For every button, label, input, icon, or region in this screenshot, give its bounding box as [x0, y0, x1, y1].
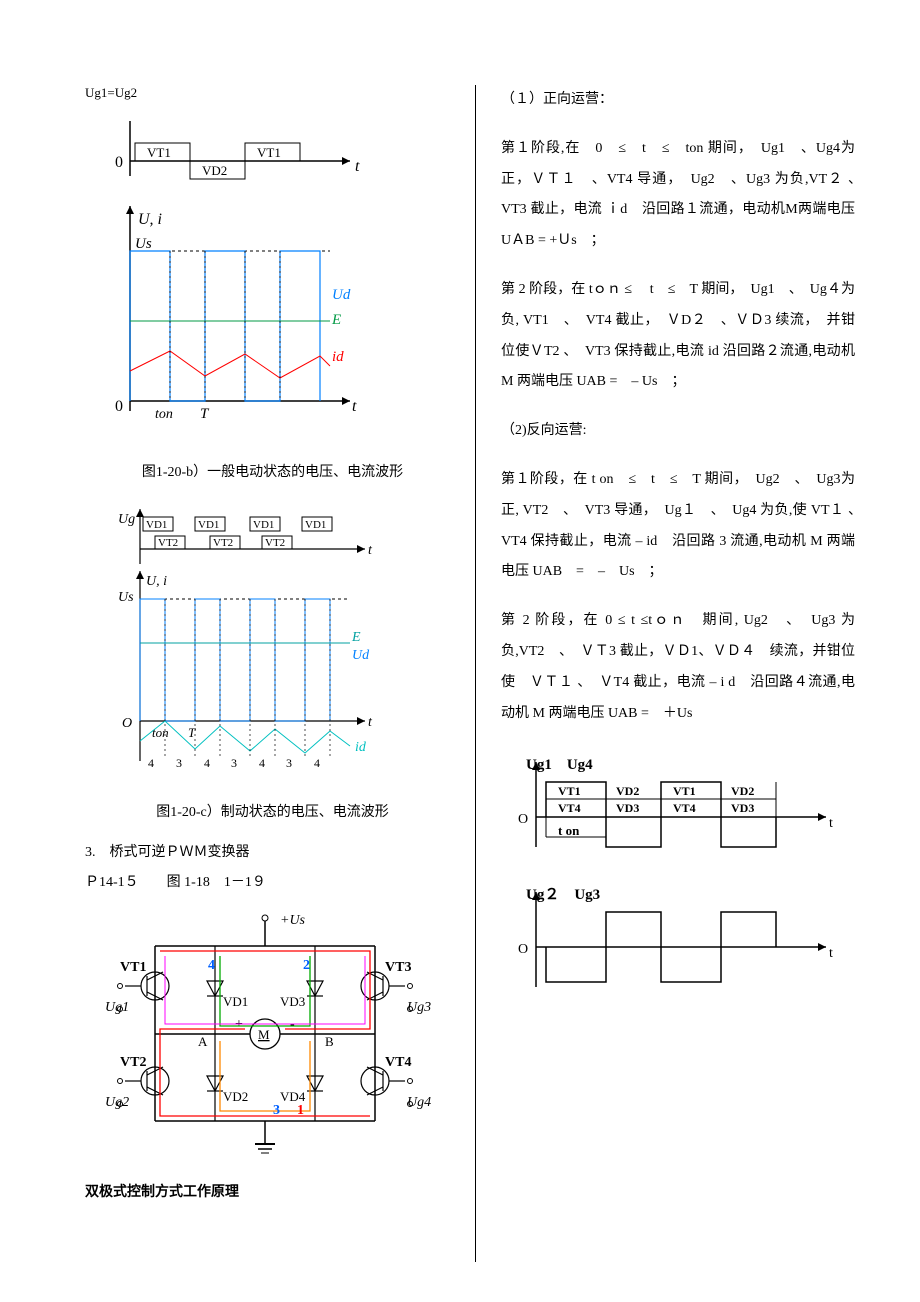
e-label: E	[331, 312, 341, 328]
svg-text:1: 1	[297, 1103, 304, 1118]
svg-text:M: M	[258, 1027, 270, 1042]
svg-text:3: 3	[231, 756, 237, 770]
box-vt1b: VT1	[257, 145, 281, 160]
svg-text:4: 4	[148, 756, 154, 770]
svg-text:t: t	[368, 715, 373, 730]
svg-text:VD4: VD4	[280, 1089, 306, 1104]
origin-0b: 0	[115, 398, 123, 415]
p1-title: （１）正向运营：	[501, 85, 855, 116]
svg-text:3: 3	[286, 756, 292, 770]
svg-text:VT2: VT2	[213, 537, 233, 549]
ton-label: ton	[155, 407, 173, 422]
svg-text:O: O	[518, 942, 528, 957]
svg-text:VD1: VD1	[198, 519, 219, 531]
svg-text:Ug: Ug	[118, 512, 135, 527]
svg-text:Ug3: Ug3	[407, 1000, 431, 1015]
svg-text:4: 4	[204, 756, 210, 770]
svg-text:2: 2	[303, 958, 310, 973]
svg-text:t: t	[829, 946, 833, 961]
t-axis: t	[355, 158, 360, 175]
p2b: 第 2 阶段，在 0 ≤ t ≤tｏｎ 期间, Ug2 、 Ug3 为负,VT2…	[501, 606, 855, 729]
box-vt1: VT1	[147, 145, 171, 160]
svg-text:O: O	[518, 812, 528, 827]
svg-text:A: A	[198, 1034, 208, 1049]
timing-diagram: Ug1 Ug4 O t VT1VD2VT1VD2 VT4VD3VT4VD3	[501, 747, 855, 1012]
ui-label: U, i	[138, 211, 162, 228]
svg-text:4: 4	[314, 756, 320, 770]
svg-text:O: O	[122, 716, 132, 731]
svg-text:t on: t on	[558, 823, 580, 838]
p1b: 第 2 阶段，在 tｏｎ ≤ t ≤ T 期间， Ug1 、 Ug４为负, VT…	[501, 275, 855, 398]
box-vd2: VD2	[202, 163, 227, 178]
bipolar-heading: 双极式控制方式工作原理	[85, 1181, 460, 1201]
svg-text:VT2: VT2	[158, 537, 178, 549]
svg-text:VD3: VD3	[616, 801, 639, 815]
origin-0: 0	[115, 154, 123, 171]
svg-text:VT3: VT3	[385, 960, 411, 975]
id-label: id	[332, 349, 344, 365]
svg-text:VD2: VD2	[223, 1089, 248, 1104]
svg-text:B: B	[325, 1034, 334, 1049]
svg-text:VT2: VT2	[265, 537, 285, 549]
svg-text:VT1: VT1	[673, 784, 696, 798]
page-ref: Ｐ14-1５ 图 1-18 1－1９	[85, 871, 460, 891]
svg-text:4: 4	[259, 756, 265, 770]
caption-120c: 图1-20-c）制动状态的电压、电流波形	[85, 801, 460, 821]
svg-text:t: t	[368, 543, 373, 558]
svg-text:Ud: Ud	[352, 648, 370, 663]
T-label: T	[200, 406, 210, 422]
bridge-circuit: +Us	[85, 906, 460, 1161]
svg-text:T: T	[188, 725, 196, 740]
svg-text:VD1: VD1	[253, 519, 274, 531]
svg-text:Ug4: Ug4	[407, 1095, 431, 1110]
svg-text:VD1: VD1	[305, 519, 326, 531]
p2-title: （2)反向运营:	[501, 416, 855, 447]
figure-120c: Ug t VD1 VD1 VD1 VD1 VT2 VT2 VT2	[85, 501, 460, 786]
svg-text:3: 3	[176, 756, 182, 770]
svg-text:4: 4	[208, 958, 215, 973]
us-label: Us	[135, 236, 152, 252]
figure-120b: 0 t VT1 VD2 VT1	[85, 111, 460, 446]
svg-text:VT4: VT4	[673, 801, 696, 815]
svg-text:U, i: U, i	[146, 574, 167, 589]
svg-text:VT1: VT1	[558, 784, 581, 798]
svg-text:VT4: VT4	[558, 801, 581, 815]
svg-text:+Us: +Us	[280, 913, 306, 928]
svg-text:VT1: VT1	[120, 960, 146, 975]
svg-text:id: id	[355, 740, 367, 755]
svg-text:t: t	[829, 816, 833, 831]
caption-120b: 图1-20-b）一般电动状态的电压、电流波形	[85, 461, 460, 481]
svg-text:Ug2: Ug2	[105, 1095, 129, 1110]
svg-text:VD3: VD3	[280, 994, 305, 1009]
eq-label: Ug1=Ug2	[85, 85, 460, 101]
section3-heading: 3. 桥式可逆ＰＷＭ变换器	[85, 841, 460, 861]
svg-text:E: E	[351, 630, 361, 645]
svg-text:VD1: VD1	[223, 994, 248, 1009]
svg-text:Ug1: Ug1	[105, 1000, 129, 1015]
svg-text:ton: ton	[152, 725, 169, 740]
svg-text:VD2: VD2	[616, 784, 639, 798]
p1a: 第１阶段,在 0 ≤ t ≤ ton 期间， Ug1 、Ug4为正，ＶＴ１ 、V…	[501, 134, 855, 257]
ud-label: Ud	[332, 287, 351, 303]
svg-text:VT4: VT4	[385, 1055, 411, 1070]
svg-text:VD1: VD1	[146, 519, 167, 531]
svg-text:VT2: VT2	[120, 1055, 146, 1070]
svg-text:VD2: VD2	[731, 784, 754, 798]
t-axis2: t	[352, 398, 357, 415]
svg-text:VD3: VD3	[731, 801, 754, 815]
svg-text:3: 3	[273, 1103, 280, 1118]
p2a: 第１阶段，在 t on ≤ t ≤ T 期间， Ug2 、 Ug3为正, VT2…	[501, 465, 855, 588]
svg-text:Us: Us	[118, 590, 134, 605]
